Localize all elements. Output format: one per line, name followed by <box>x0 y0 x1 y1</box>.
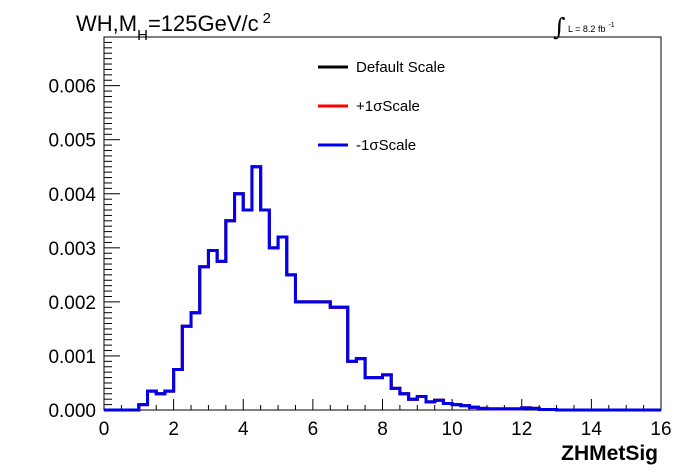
x-tick-label: 10 <box>442 419 463 440</box>
y-tick-label: 0.001 <box>48 347 96 368</box>
legend: Default Scale +1σScale -1σScale <box>318 59 445 154</box>
chart-title: WH,MH=125GeV/c 2 <box>76 10 271 44</box>
legend-label-default: Default Scale <box>356 59 445 76</box>
axes: 0 2 4 6 8 10 12 14 16 0.000 0.001 0.002 0.003 0.004 0.… <box>48 36 672 440</box>
series-line-2 <box>104 165 661 412</box>
y-tick-label: 0.003 <box>48 239 96 260</box>
y-tick-label: 0.005 <box>48 131 96 152</box>
lumi-integral-symbol: ∫ <box>553 13 566 41</box>
x-tick-label: 8 <box>377 419 388 440</box>
plot-frame <box>103 36 662 411</box>
x-tick-label: 4 <box>238 419 249 440</box>
x-axis-title: ZHMetSig <box>561 442 658 465</box>
x-tick-label: 14 <box>581 419 603 440</box>
y-tick-label: 0.002 <box>48 293 96 314</box>
x-tick-label: 12 <box>511 419 532 440</box>
legend-label-minus: -1σScale <box>356 137 416 154</box>
legend-label-plus: +1σScale <box>356 98 420 115</box>
y-tick-label: 0.000 <box>48 401 96 422</box>
y-tick-label: 0.006 <box>48 77 96 98</box>
y-tick-label: 0.004 <box>48 185 96 206</box>
lumi-label: L = 8.2 fb -1 <box>568 22 615 34</box>
histogram-series <box>104 165 661 412</box>
x-tick-label: 2 <box>168 419 179 440</box>
x-tick-label: 0 <box>99 419 110 440</box>
x-tick-label: 16 <box>650 419 671 440</box>
x-tick-label: 6 <box>308 419 319 440</box>
